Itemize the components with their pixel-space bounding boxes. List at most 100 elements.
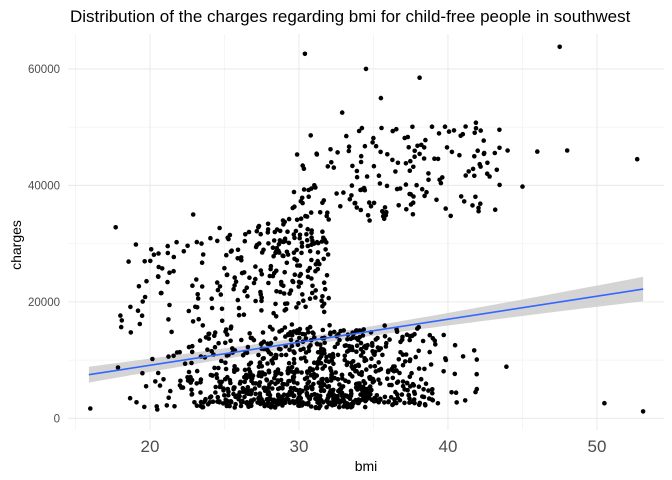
data-point bbox=[119, 318, 125, 323]
data-point bbox=[457, 152, 462, 158]
data-point bbox=[171, 254, 177, 260]
data-point bbox=[291, 250, 297, 255]
data-point bbox=[182, 361, 188, 367]
data-point bbox=[399, 392, 405, 397]
data-point bbox=[385, 368, 391, 374]
data-point bbox=[458, 194, 464, 199]
data-point bbox=[369, 356, 374, 362]
data-point bbox=[433, 342, 438, 347]
data-point bbox=[341, 404, 346, 409]
data-point bbox=[315, 350, 321, 355]
data-point bbox=[298, 396, 304, 401]
data-point bbox=[308, 404, 314, 409]
data-point bbox=[339, 372, 345, 378]
data-point bbox=[171, 353, 176, 359]
data-point bbox=[349, 183, 355, 188]
data-point bbox=[328, 331, 333, 337]
data-point bbox=[347, 343, 352, 349]
data-point bbox=[294, 367, 300, 372]
data-point bbox=[300, 292, 305, 297]
data-point bbox=[238, 403, 244, 409]
data-point bbox=[276, 346, 282, 352]
data-point bbox=[284, 301, 290, 306]
data-points bbox=[88, 44, 646, 414]
data-point bbox=[220, 401, 226, 406]
data-point bbox=[421, 156, 427, 161]
data-point bbox=[397, 186, 403, 191]
data-point bbox=[286, 360, 292, 366]
data-point bbox=[118, 324, 124, 330]
data-point bbox=[287, 378, 292, 384]
data-point bbox=[472, 173, 477, 179]
data-point bbox=[194, 305, 200, 310]
data-point bbox=[280, 386, 285, 391]
data-point bbox=[189, 387, 194, 393]
data-point bbox=[198, 403, 204, 409]
data-point bbox=[209, 296, 214, 302]
data-point bbox=[392, 397, 397, 402]
data-point bbox=[212, 330, 218, 335]
data-point bbox=[410, 381, 416, 387]
data-point bbox=[302, 332, 308, 337]
data-point bbox=[444, 145, 450, 150]
data-point bbox=[376, 367, 382, 373]
data-point bbox=[224, 353, 230, 358]
data-point bbox=[474, 357, 480, 362]
data-point bbox=[366, 200, 372, 205]
data-point bbox=[305, 268, 311, 274]
data-point bbox=[332, 329, 337, 335]
data-point bbox=[347, 372, 353, 377]
data-point bbox=[335, 377, 341, 382]
data-point bbox=[222, 265, 227, 271]
data-point bbox=[139, 313, 145, 319]
data-point bbox=[484, 171, 490, 176]
data-point bbox=[361, 327, 367, 332]
data-point bbox=[376, 173, 382, 178]
data-point bbox=[301, 166, 307, 171]
data-point bbox=[292, 386, 297, 392]
data-point bbox=[251, 280, 257, 286]
data-point bbox=[284, 260, 290, 266]
data-point bbox=[215, 287, 221, 293]
data-point bbox=[273, 336, 278, 341]
x-tick-label: 40 bbox=[438, 437, 457, 456]
data-point bbox=[168, 388, 173, 394]
x-tick-labels: 20 30 40 50 bbox=[140, 437, 606, 456]
data-point bbox=[426, 171, 431, 176]
data-point bbox=[409, 370, 414, 376]
data-point bbox=[256, 364, 262, 370]
data-point bbox=[443, 206, 449, 211]
data-point bbox=[226, 389, 231, 395]
data-point bbox=[305, 402, 311, 407]
data-point bbox=[242, 288, 247, 294]
data-point bbox=[359, 372, 364, 378]
data-point bbox=[257, 383, 262, 388]
data-point bbox=[453, 390, 459, 396]
x-tick-label: 30 bbox=[289, 437, 308, 456]
chart-title: Distribution of the charges regarding bm… bbox=[70, 7, 631, 26]
data-point bbox=[247, 331, 252, 336]
data-point bbox=[260, 330, 266, 335]
data-point bbox=[400, 334, 405, 340]
data-point bbox=[360, 333, 366, 338]
data-point bbox=[473, 194, 478, 200]
data-point bbox=[435, 156, 441, 162]
data-point bbox=[224, 332, 230, 337]
data-point bbox=[259, 308, 264, 313]
data-point bbox=[142, 404, 147, 410]
data-point bbox=[186, 369, 192, 375]
data-point bbox=[216, 340, 221, 346]
data-point bbox=[304, 237, 310, 243]
data-point bbox=[164, 403, 170, 408]
data-point bbox=[190, 283, 195, 289]
data-point bbox=[372, 395, 377, 401]
data-point bbox=[322, 340, 328, 346]
data-point bbox=[290, 377, 296, 383]
data-point bbox=[341, 328, 347, 333]
data-point bbox=[261, 385, 267, 391]
data-point bbox=[404, 380, 410, 386]
data-point bbox=[344, 133, 349, 139]
data-point bbox=[414, 182, 419, 188]
data-point bbox=[390, 157, 395, 163]
data-point bbox=[126, 259, 131, 264]
